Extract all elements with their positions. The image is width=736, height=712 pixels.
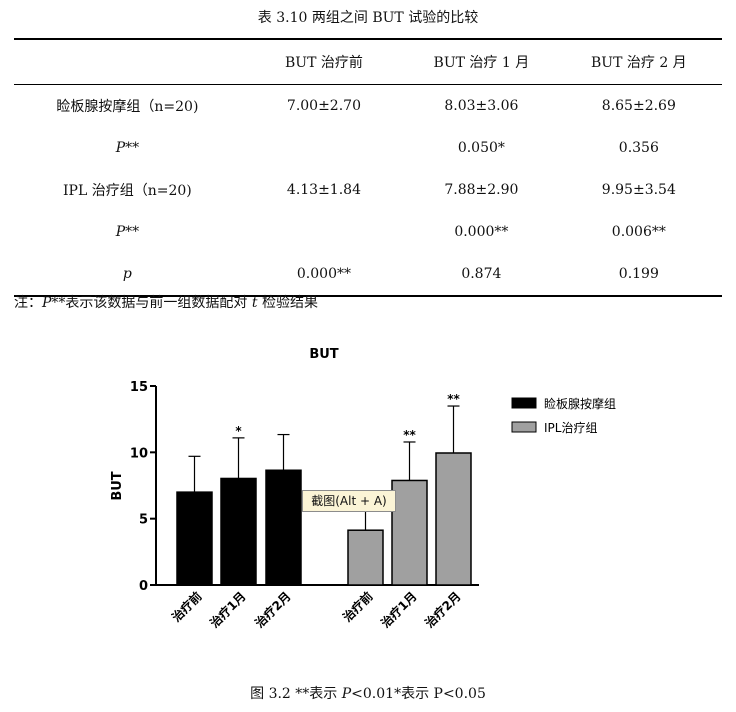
row-label-ipl-group: IPL 治疗组（n=20) xyxy=(63,183,192,199)
category-label: 治疗前 xyxy=(169,589,205,625)
screenshot-tooltip: 截图(Alt + A) xyxy=(302,490,396,512)
row-label-p-value: P** xyxy=(14,211,241,253)
chart-title: BUT xyxy=(309,347,338,362)
significance-mark: * xyxy=(235,424,242,438)
table-cell: 8.03±3.06 xyxy=(444,98,519,114)
table-cell: 0.050* xyxy=(457,140,505,156)
bar xyxy=(265,469,302,586)
table-cell: 0.199 xyxy=(618,266,659,282)
table-cell: 0.000** xyxy=(454,224,509,240)
table-caption: 表 3.10 两组之间 BUT 试验的比较 xyxy=(257,10,479,26)
table-row: P** 0.000** 0.006** xyxy=(14,211,722,253)
figure-caption-suffix: <0.01*表示 P<0.05 xyxy=(351,686,486,702)
note-italic-t: t xyxy=(251,295,258,311)
y-axis-label: BUT xyxy=(110,471,125,500)
category-label: 治疗1月 xyxy=(378,589,420,631)
note-middle: **表示该数据与前一组数据配对 xyxy=(51,295,252,311)
italic-p: p xyxy=(122,266,132,282)
header-but-1-month: BUT 治疗 1 月 xyxy=(433,55,530,71)
legend-label: IPL治疗组 xyxy=(544,421,597,435)
category-label: 治疗2月 xyxy=(422,589,464,631)
header-but-before: BUT 治疗前 xyxy=(285,55,363,71)
table-cell: 0.874 xyxy=(461,266,502,282)
category-label: 治疗1月 xyxy=(207,589,249,631)
table-cell: 8.65±2.69 xyxy=(601,98,676,114)
p-stars: ** xyxy=(125,140,140,156)
y-tick-label: 0 xyxy=(139,579,148,594)
table-cell: 7.00±2.70 xyxy=(286,98,361,114)
bar xyxy=(220,477,257,586)
italic-p: P xyxy=(115,224,126,240)
table-note: 注：P**表示该数据与前一组数据配对 t 检验结果 xyxy=(14,292,318,312)
table-row: IPL 治疗组（n=20) 4.13±1.84 7.88±2.90 9.95±3… xyxy=(14,169,722,211)
legend-label: 睑板腺按摩组 xyxy=(544,396,616,411)
figure-caption-italic-p: P xyxy=(341,686,352,702)
figure-caption: 图 3.2 **表示 P<0.01*表示 P<0.05 xyxy=(0,683,736,703)
y-tick-label: 15 xyxy=(130,380,148,395)
bar xyxy=(176,491,213,586)
bar xyxy=(347,529,384,586)
table-cell: 7.88±2.90 xyxy=(444,182,519,198)
italic-p: P xyxy=(115,140,126,156)
table-cell: 0.356 xyxy=(618,140,659,156)
table-cell: 4.13±1.84 xyxy=(286,182,361,198)
y-tick-label: 5 xyxy=(139,513,148,528)
table-cell: 9.95±3.54 xyxy=(601,182,676,198)
comparison-table: BUT 治疗前 BUT 治疗 1 月 BUT 治疗 2 月 睑板腺按摩组（n=2… xyxy=(14,38,722,297)
significance-mark: ** xyxy=(447,392,460,406)
p-stars: ** xyxy=(125,224,140,240)
header-but-2-month: BUT 治疗 2 月 xyxy=(591,55,687,71)
legend-swatch xyxy=(511,397,537,409)
figure-caption-prefix: 图 3.2 **表示 xyxy=(250,686,342,702)
row-label-group-p: p xyxy=(14,253,241,296)
note-suffix: 检验结果 xyxy=(257,295,318,311)
row-label-p-value: P** xyxy=(14,127,241,169)
note-prefix: 注： xyxy=(14,295,42,311)
legend-swatch xyxy=(511,421,537,433)
note-italic-p: P xyxy=(42,295,52,311)
bar xyxy=(435,452,472,586)
row-label-massage-group: 睑板腺按摩组（n=20) xyxy=(56,99,199,115)
bar xyxy=(391,479,428,586)
table-header-row: BUT 治疗前 BUT 治疗 1 月 BUT 治疗 2 月 xyxy=(14,39,722,85)
table-cell: 0.006** xyxy=(611,224,666,240)
y-tick-label: 10 xyxy=(130,446,148,461)
category-label: 治疗2月 xyxy=(252,589,294,631)
table-row: p 0.000** 0.874 0.199 xyxy=(14,253,722,296)
table-cell: 0.000** xyxy=(296,266,351,282)
significance-mark: ** xyxy=(403,428,416,442)
category-label: 治疗前 xyxy=(340,589,376,625)
table-row: P** 0.050* 0.356 xyxy=(14,127,722,169)
table-row: 睑板腺按摩组（n=20) 7.00±2.70 8.03±3.06 8.65±2.… xyxy=(14,85,722,128)
